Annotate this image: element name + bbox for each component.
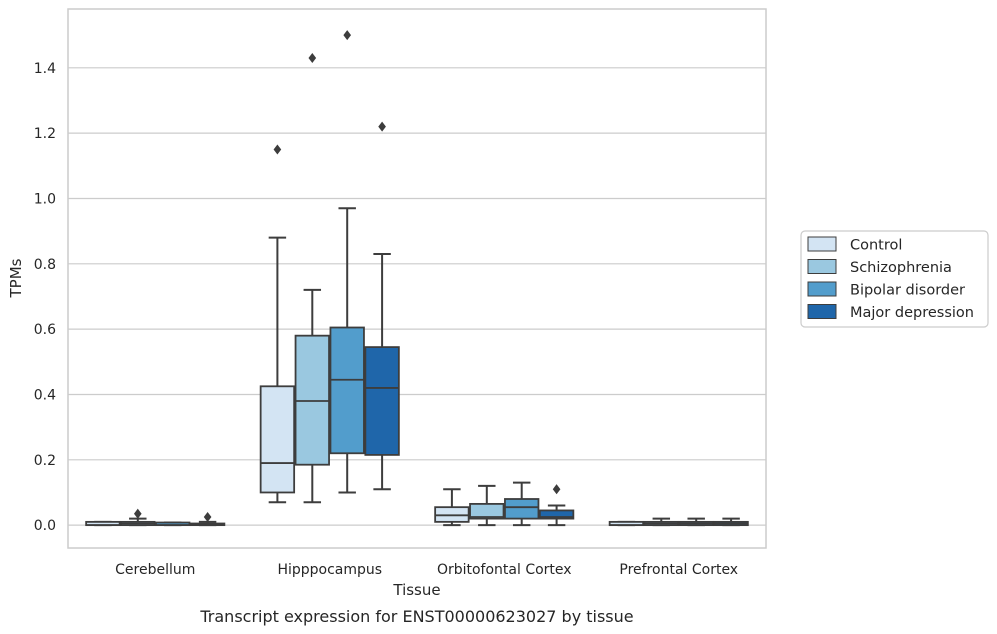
box-bipolar-disorder	[504, 481, 540, 527]
box-control	[608, 520, 645, 527]
legend-swatch	[807, 259, 837, 274]
box-bipolar-disorder	[678, 517, 714, 527]
x-tick-label: Hipppocampus	[277, 562, 382, 578]
legend-label: Control	[850, 238, 902, 254]
y-tick-label: 1.4	[34, 61, 56, 77]
box-schizophrenia	[469, 484, 505, 527]
box-schizophrenia	[294, 52, 330, 504]
plot-area	[67, 8, 767, 549]
box-body	[504, 498, 540, 520]
legend-swatch	[807, 304, 837, 319]
legend-frame	[800, 230, 989, 328]
box-body	[538, 509, 575, 520]
outlier-point	[343, 30, 352, 41]
box-body	[364, 346, 400, 456]
x-tick-label: Orbitofontal Cortex	[437, 562, 572, 578]
box-schizophrenia	[643, 517, 679, 527]
y-tick-label: 0.4	[34, 387, 56, 403]
outlier-point	[308, 52, 317, 64]
legend-label: Major depression	[850, 305, 974, 321]
box-schizophrenia	[120, 508, 156, 527]
legend-label: Bipolar disorder	[850, 283, 965, 299]
outlier-point	[133, 508, 142, 519]
y-tick-label: 1.2	[34, 126, 56, 142]
box-major-depression	[713, 517, 749, 527]
x-axis-ticks: Cerebellum Hipppocampus Orbitofontal Corte…	[115, 562, 738, 578]
box-body	[329, 326, 365, 455]
outlier-point	[378, 121, 386, 132]
outlier-point	[552, 484, 561, 495]
box-control	[85, 520, 121, 527]
box-body	[469, 502, 505, 520]
box-bipolar-disorder	[155, 521, 191, 527]
x-tick-label: Cerebellum	[115, 562, 195, 578]
legend: Control Schizophrenia Bipolar disorder Majo…	[800, 230, 989, 328]
y-tick-label: 0.2	[34, 453, 56, 469]
plot-frame	[67, 8, 767, 549]
box-control	[434, 488, 470, 527]
box-control	[259, 144, 296, 504]
outlier-point	[203, 511, 212, 522]
y-axis-ticks: 0.0 0.2 0.4 0.6 0.8 1.0 1.2 1.4	[34, 61, 56, 534]
x-axis-label: Tissue	[392, 581, 440, 599]
outlier-point	[273, 144, 282, 155]
y-tick-label: 1.0	[34, 191, 56, 207]
x-tick-label: Prefrontal Cortex	[619, 562, 738, 578]
y-tick-label: 0.6	[34, 322, 56, 338]
box-major-depression	[364, 121, 400, 491]
y-axis-label: TPMs	[7, 258, 25, 298]
box-bipolar-disorder	[329, 30, 365, 494]
box-body	[259, 385, 296, 494]
chart-caption: Transcript expression for ENST0000062302…	[199, 607, 633, 626]
box-major-depression	[189, 511, 226, 527]
box-major-depression	[538, 484, 575, 527]
legend-swatch	[807, 281, 837, 297]
legend-label: Schizophrenia	[850, 260, 952, 276]
y-tick-label: 0.0	[34, 518, 56, 534]
legend-swatch	[807, 236, 837, 252]
y-tick-label: 0.8	[34, 257, 56, 273]
